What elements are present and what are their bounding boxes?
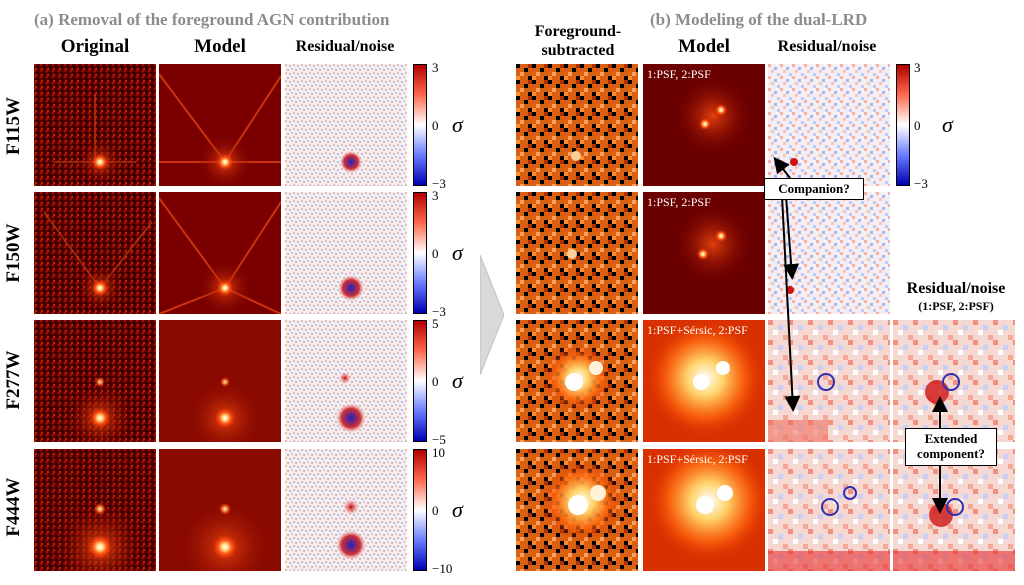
- tile-original-f444w: [34, 449, 156, 571]
- cbar-tick-mid-f115w: 0: [432, 118, 439, 133]
- tile-original-f150w: [34, 192, 156, 314]
- tile-foreground-sub-f115w: [516, 64, 638, 186]
- sigma-label-f444w: σ: [452, 497, 463, 522]
- model-tag-f115w: 1:PSF, 2:PSF: [647, 67, 711, 81]
- colorbar-f277w: [413, 320, 427, 442]
- cbar-tick-bottom-f444w: −10: [432, 561, 453, 576]
- tile-model-b-f115w: 1:PSF, 2:PSF: [643, 64, 765, 186]
- residual-psf-subtitle: (1:PSF, 2:PSF): [918, 299, 994, 313]
- foreground-header-text: Foreground- subtracted: [534, 23, 622, 59]
- cbar-tick-top-f444w: 10: [432, 445, 445, 460]
- model-tag-f150w: 1:PSF, 2:PSF: [647, 195, 711, 209]
- tile-model-f115w: [159, 64, 281, 186]
- tile-residual-b-f277w: [768, 320, 890, 442]
- cbar-tick-top-f277w: 5: [432, 316, 439, 331]
- tile-model-f277w: [159, 320, 281, 442]
- tile-model-b-f277w: 1:PSF+Sérsic, 2:PSF: [643, 320, 765, 442]
- sigma-label-f115w: σ: [452, 112, 463, 137]
- cbar-b-tick-top: 3: [914, 60, 921, 75]
- callout-companion: Companion?: [764, 178, 864, 200]
- cbar-tick-top-f150w: 3: [432, 188, 439, 203]
- sigma-label-f277w: σ: [452, 368, 463, 393]
- panel-transition-arrow: [480, 255, 504, 375]
- callout-extended-component: Extended component?: [905, 428, 997, 466]
- tile-model-f150w: [159, 192, 281, 314]
- column-header-residual-psf: Residual/noise (1:PSF, 2:PSF): [888, 280, 1024, 314]
- tile-residual-b-f444w: [768, 449, 890, 571]
- column-header-residual: Residual/noise: [295, 38, 395, 55]
- column-header-original: Original: [60, 36, 130, 57]
- tile-residual-f150w: [285, 192, 407, 314]
- model-tag-f444w: 1:PSF+Sérsic, 2:PSF: [647, 452, 748, 466]
- tile-model-b-f150w: 1:PSF, 2:PSF: [643, 192, 765, 314]
- tile-residual-psf-f277w: [893, 320, 1015, 442]
- tile-original-f277w: [34, 320, 156, 442]
- cbar-b-tick-mid: 0: [914, 118, 921, 133]
- tile-residual-psf-f444w: [893, 449, 1015, 571]
- tile-residual-f277w: [285, 320, 407, 442]
- tile-foreground-sub-f277w: [516, 320, 638, 442]
- tile-foreground-sub-f444w: [516, 449, 638, 571]
- colorbar-f115w: [413, 64, 427, 186]
- column-header-model: Model: [194, 36, 246, 57]
- column-header-residual-b: Residual/noise: [777, 38, 877, 55]
- colorbar-f150w: [413, 192, 427, 314]
- panel-a-title: (a) Removal of the foreground AGN contri…: [34, 10, 390, 29]
- sigma-label-f150w: σ: [452, 240, 463, 265]
- cbar-tick-top-f115w: 3: [432, 60, 439, 75]
- column-header-model-b: Model: [678, 36, 730, 57]
- cbar-b-tick-bottom: −3: [914, 176, 928, 191]
- cbar-tick-bottom-f115w: −3: [432, 176, 446, 191]
- tile-foreground-sub-f150w: [516, 192, 638, 314]
- residual-psf-title: Residual/noise: [906, 280, 1006, 297]
- callout-extended-text: Extended component?: [917, 431, 985, 461]
- tile-model-f444w: [159, 449, 281, 571]
- model-tag-f277w: 1:PSF+Sérsic, 2:PSF: [647, 323, 748, 337]
- tile-residual-f444w: [285, 449, 407, 571]
- tile-residual-f115w: [285, 64, 407, 186]
- panel-b-title: (b) Modeling of the dual-LRD: [650, 10, 868, 29]
- sigma-label-panel-b: σ: [942, 112, 953, 137]
- tile-residual-b-f150w: [768, 192, 890, 314]
- cbar-tick-bottom-f150w: −3: [432, 304, 446, 319]
- tile-original-f115w: [34, 64, 156, 186]
- cbar-tick-mid-f277w: 0: [432, 374, 439, 389]
- tile-model-b-f444w: 1:PSF+Sérsic, 2:PSF: [643, 449, 765, 571]
- cbar-tick-mid-f150w: 0: [432, 246, 439, 261]
- colorbar-panel-b: [896, 64, 910, 186]
- cbar-tick-bottom-f277w: −5: [432, 432, 446, 447]
- column-header-foreground-subtracted: Foreground- subtracted: [516, 22, 640, 60]
- cbar-tick-mid-f444w: 0: [432, 503, 439, 518]
- colorbar-f444w: [413, 449, 427, 571]
